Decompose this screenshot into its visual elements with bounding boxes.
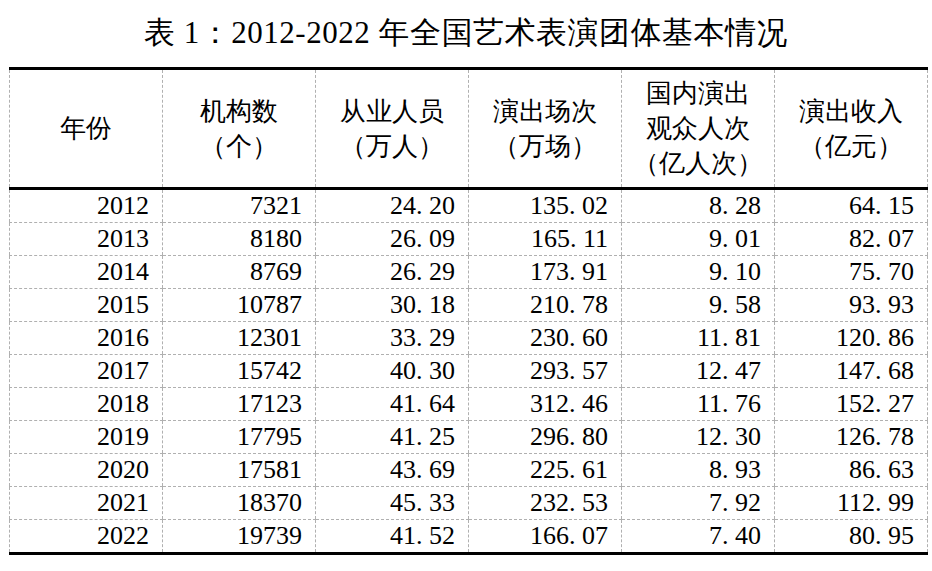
value-cell-domestic_audience_100m: 9. 58 xyxy=(622,289,775,322)
table-row: 20191779541. 25296. 8012. 30126. 78 xyxy=(10,421,928,454)
basic-info-table: 年份机构数 （个）从业人员 （万人）演出场次 （万场）国内演出 观众人次 （亿人… xyxy=(9,67,928,555)
value-cell-domestic_audience_100m: 7. 92 xyxy=(622,487,775,520)
value-cell-employees_10k: 33. 29 xyxy=(316,322,469,355)
value-cell-employees_10k: 45. 33 xyxy=(316,487,469,520)
year-cell: 2021 xyxy=(10,487,163,520)
value-cell-performances_10k: 173. 91 xyxy=(469,256,622,289)
table-body: 2012732124. 20135. 028. 2864. 1520138180… xyxy=(10,189,928,554)
value-cell-employees_10k: 24. 20 xyxy=(316,189,469,223)
column-header-revenue_100m_yuan: 演出收入 （亿元） xyxy=(775,69,928,189)
value-cell-revenue_100m_yuan: 93. 93 xyxy=(775,289,928,322)
value-cell-revenue_100m_yuan: 75. 70 xyxy=(775,256,928,289)
column-header-employees_10k: 从业人员 （万人） xyxy=(316,69,469,189)
value-cell-revenue_100m_yuan: 82. 07 xyxy=(775,223,928,256)
value-cell-domestic_audience_100m: 12. 47 xyxy=(622,355,775,388)
value-cell-performances_10k: 312. 46 xyxy=(469,388,622,421)
value-cell-domestic_audience_100m: 8. 93 xyxy=(622,454,775,487)
value-cell-institutions: 18370 xyxy=(163,487,316,520)
value-cell-domestic_audience_100m: 11. 81 xyxy=(622,322,775,355)
value-cell-performances_10k: 166. 07 xyxy=(469,520,622,554)
column-header-domestic_audience_100m: 国内演出 观众人次 （亿人次） xyxy=(622,69,775,189)
table-row: 20181712341. 64312. 4611. 76152. 27 xyxy=(10,388,928,421)
value-cell-institutions: 8180 xyxy=(163,223,316,256)
value-cell-employees_10k: 40. 30 xyxy=(316,355,469,388)
table-row: 20171574240. 30293. 5712. 47147. 68 xyxy=(10,355,928,388)
value-cell-performances_10k: 232. 53 xyxy=(469,487,622,520)
value-cell-revenue_100m_yuan: 64. 15 xyxy=(775,189,928,223)
year-cell: 2015 xyxy=(10,289,163,322)
value-cell-institutions: 17123 xyxy=(163,388,316,421)
column-header-performances_10k: 演出场次 （万场） xyxy=(469,69,622,189)
value-cell-performances_10k: 165. 11 xyxy=(469,223,622,256)
value-cell-institutions: 17795 xyxy=(163,421,316,454)
value-cell-domestic_audience_100m: 8. 28 xyxy=(622,189,775,223)
value-cell-revenue_100m_yuan: 126. 78 xyxy=(775,421,928,454)
value-cell-institutions: 17581 xyxy=(163,454,316,487)
value-cell-domestic_audience_100m: 9. 01 xyxy=(622,223,775,256)
value-cell-employees_10k: 26. 09 xyxy=(316,223,469,256)
table-row: 2014876926. 29173. 919. 1075. 70 xyxy=(10,256,928,289)
value-cell-revenue_100m_yuan: 120. 86 xyxy=(775,322,928,355)
year-cell: 2018 xyxy=(10,388,163,421)
table-row: 2012732124. 20135. 028. 2864. 15 xyxy=(10,189,928,223)
table-row: 2013818026. 09165. 119. 0182. 07 xyxy=(10,223,928,256)
column-header-institutions: 机构数 （个） xyxy=(163,69,316,189)
value-cell-employees_10k: 41. 64 xyxy=(316,388,469,421)
table-row: 20151078730. 18210. 789. 5893. 93 xyxy=(10,289,928,322)
column-header-year: 年份 xyxy=(10,69,163,189)
year-cell: 2019 xyxy=(10,421,163,454)
value-cell-revenue_100m_yuan: 147. 68 xyxy=(775,355,928,388)
header-row: 年份机构数 （个）从业人员 （万人）演出场次 （万场）国内演出 观众人次 （亿人… xyxy=(10,69,928,189)
value-cell-employees_10k: 41. 52 xyxy=(316,520,469,554)
value-cell-domestic_audience_100m: 12. 30 xyxy=(622,421,775,454)
value-cell-domestic_audience_100m: 7. 40 xyxy=(622,520,775,554)
value-cell-domestic_audience_100m: 11. 76 xyxy=(622,388,775,421)
value-cell-institutions: 15742 xyxy=(163,355,316,388)
year-cell: 2012 xyxy=(10,189,163,223)
value-cell-institutions: 8769 xyxy=(163,256,316,289)
page-title: 表 1：2012-2022 年全国艺术表演团体基本情况 xyxy=(0,13,932,53)
value-cell-revenue_100m_yuan: 112. 99 xyxy=(775,487,928,520)
value-cell-employees_10k: 26. 29 xyxy=(316,256,469,289)
value-cell-domestic_audience_100m: 9. 10 xyxy=(622,256,775,289)
value-cell-performances_10k: 135. 02 xyxy=(469,189,622,223)
value-cell-institutions: 19739 xyxy=(163,520,316,554)
value-cell-performances_10k: 296. 80 xyxy=(469,421,622,454)
table-row: 20211837045. 33232. 537. 92112. 99 xyxy=(10,487,928,520)
year-cell: 2016 xyxy=(10,322,163,355)
year-cell: 2013 xyxy=(10,223,163,256)
year-cell: 2014 xyxy=(10,256,163,289)
value-cell-revenue_100m_yuan: 86. 63 xyxy=(775,454,928,487)
value-cell-institutions: 10787 xyxy=(163,289,316,322)
value-cell-employees_10k: 43. 69 xyxy=(316,454,469,487)
table-header: 年份机构数 （个）从业人员 （万人）演出场次 （万场）国内演出 观众人次 （亿人… xyxy=(10,69,928,189)
value-cell-revenue_100m_yuan: 152. 27 xyxy=(775,388,928,421)
value-cell-performances_10k: 225. 61 xyxy=(469,454,622,487)
table-row: 20201758143. 69225. 618. 9386. 63 xyxy=(10,454,928,487)
year-cell: 2020 xyxy=(10,454,163,487)
value-cell-performances_10k: 293. 57 xyxy=(469,355,622,388)
table-row: 20161230133. 29230. 6011. 81120. 86 xyxy=(10,322,928,355)
year-cell: 2022 xyxy=(10,520,163,554)
value-cell-institutions: 12301 xyxy=(163,322,316,355)
value-cell-revenue_100m_yuan: 80. 95 xyxy=(775,520,928,554)
table-row: 20221973941. 52166. 077. 4080. 95 xyxy=(10,520,928,554)
value-cell-employees_10k: 41. 25 xyxy=(316,421,469,454)
value-cell-performances_10k: 230. 60 xyxy=(469,322,622,355)
value-cell-performances_10k: 210. 78 xyxy=(469,289,622,322)
value-cell-institutions: 7321 xyxy=(163,189,316,223)
year-cell: 2017 xyxy=(10,355,163,388)
value-cell-employees_10k: 30. 18 xyxy=(316,289,469,322)
